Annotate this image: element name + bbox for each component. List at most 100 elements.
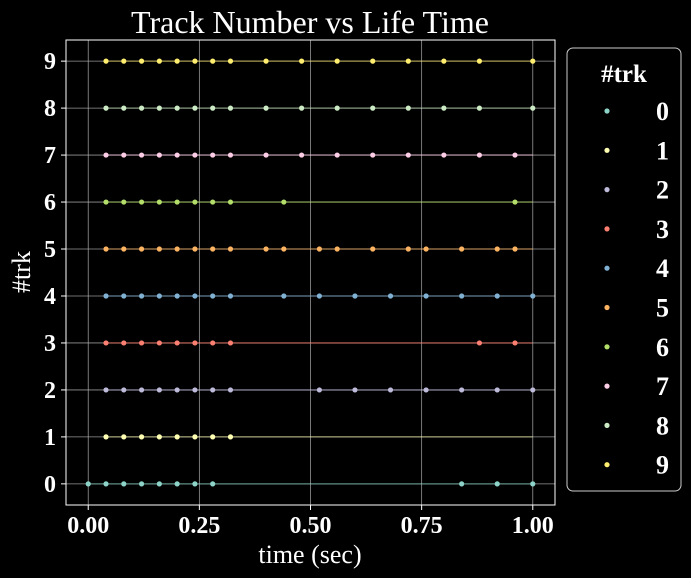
data-point xyxy=(174,199,180,205)
data-point xyxy=(192,387,198,393)
data-point xyxy=(174,152,180,158)
series-7 xyxy=(103,152,533,158)
data-point xyxy=(192,58,198,64)
y-tick-label: 1 xyxy=(44,425,56,451)
legend-entry: 3 xyxy=(604,215,669,244)
series-0 xyxy=(85,481,536,487)
data-point xyxy=(210,481,216,487)
data-point xyxy=(281,246,287,252)
data-point xyxy=(156,58,162,64)
data-point xyxy=(263,246,269,252)
data-point xyxy=(103,152,109,158)
y-tick-label: 9 xyxy=(44,49,56,75)
data-point xyxy=(423,387,429,393)
data-point xyxy=(405,246,411,252)
series-2 xyxy=(103,387,536,393)
data-point xyxy=(103,340,109,346)
data-point xyxy=(192,340,198,346)
data-point xyxy=(441,152,447,158)
data-point xyxy=(494,293,500,299)
legend-entry: 7 xyxy=(604,372,669,401)
y-axis-ticks: 0 1 2 3 4 5 6 7 8 9 xyxy=(44,49,66,498)
data-point xyxy=(156,199,162,205)
data-point xyxy=(405,105,411,111)
data-point xyxy=(210,293,216,299)
data-point xyxy=(121,434,127,440)
legend-marker xyxy=(604,108,610,114)
y-tick-label: 6 xyxy=(44,190,56,216)
data-point xyxy=(121,481,127,487)
legend-box xyxy=(566,47,682,492)
x-axis-label: time (sec) xyxy=(258,540,361,569)
data-point xyxy=(281,293,287,299)
data-point xyxy=(334,105,340,111)
data-point xyxy=(103,199,109,205)
x-tick-label: 0.75 xyxy=(401,513,443,539)
data-point xyxy=(156,293,162,299)
series-3 xyxy=(103,340,533,346)
legend-marker xyxy=(604,226,610,232)
data-point xyxy=(370,246,376,252)
data-point xyxy=(387,293,394,299)
legend-marker xyxy=(604,265,610,271)
data-point xyxy=(192,434,198,440)
legend-entry: 2 xyxy=(604,176,669,205)
data-point xyxy=(121,340,127,346)
data-point xyxy=(192,246,198,252)
data-point xyxy=(334,246,340,252)
legend-title: #trk xyxy=(601,61,647,88)
data-point xyxy=(423,293,429,299)
data-point xyxy=(156,340,162,346)
x-tick-label: 0.25 xyxy=(178,513,220,539)
data-point xyxy=(121,246,127,252)
data-point xyxy=(138,152,145,158)
y-tick-label: 8 xyxy=(44,96,56,122)
legend-entry: 0 xyxy=(604,97,669,126)
data-point xyxy=(299,58,305,64)
data-point xyxy=(121,58,127,64)
data-point xyxy=(352,293,358,299)
legend-marker xyxy=(604,187,610,193)
legend-marker xyxy=(604,383,610,389)
data-point xyxy=(316,387,322,393)
data-point xyxy=(494,246,500,252)
data-point xyxy=(459,481,465,487)
data-point xyxy=(299,152,305,158)
data-point xyxy=(121,152,127,158)
data-point xyxy=(174,58,180,64)
legend-label: 6 xyxy=(656,333,669,362)
legend-label: 2 xyxy=(656,176,669,205)
data-point xyxy=(227,58,234,64)
chart-title: Track Number vs Life Time xyxy=(131,4,489,40)
y-tick-label: 5 xyxy=(44,237,56,263)
legend-entry: 5 xyxy=(604,294,669,323)
data-point xyxy=(227,246,234,252)
legend-entry: 8 xyxy=(604,411,669,440)
data-point xyxy=(512,152,518,158)
data-point xyxy=(138,387,145,393)
data-point xyxy=(530,58,536,64)
series-5 xyxy=(103,246,533,252)
data-point xyxy=(192,293,198,299)
data-point xyxy=(530,105,536,111)
data-point xyxy=(263,152,269,158)
data-point xyxy=(156,105,162,111)
y-tick-label: 4 xyxy=(44,284,56,310)
series-8 xyxy=(103,105,536,111)
data-point xyxy=(210,340,216,346)
legend-marker xyxy=(604,422,610,428)
data-point xyxy=(103,58,109,64)
data-point xyxy=(441,105,447,111)
data-point xyxy=(138,199,145,205)
legend-label: 0 xyxy=(656,97,669,126)
data-point xyxy=(210,58,216,64)
data-point xyxy=(103,105,109,111)
data-point xyxy=(227,293,234,299)
legend-label: 9 xyxy=(656,451,669,480)
data-point xyxy=(103,387,109,393)
data-point xyxy=(121,105,127,111)
series-4 xyxy=(103,293,536,299)
data-point xyxy=(103,434,109,440)
data-point xyxy=(370,58,376,64)
legend-entry: 9 xyxy=(604,451,669,480)
